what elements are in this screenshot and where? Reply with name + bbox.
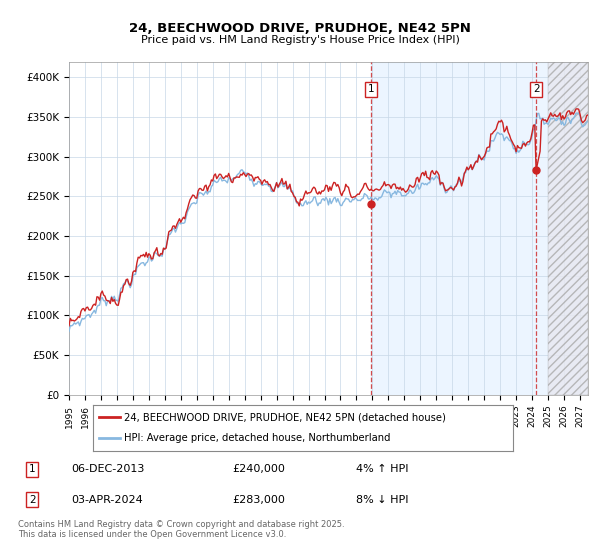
Text: 4% ↑ HPI: 4% ↑ HPI	[356, 464, 409, 474]
Text: Contains HM Land Registry data © Crown copyright and database right 2025.
This d: Contains HM Land Registry data © Crown c…	[18, 520, 344, 539]
Text: 24, BEECHWOOD DRIVE, PRUDHOE, NE42 5PN (detached house): 24, BEECHWOOD DRIVE, PRUDHOE, NE42 5PN (…	[125, 412, 446, 422]
Text: 2: 2	[533, 85, 539, 95]
Bar	[371, 62, 588, 395]
Bar	[548, 62, 588, 395]
Text: £283,000: £283,000	[232, 494, 285, 505]
Text: 1: 1	[368, 85, 374, 95]
Text: 06-DEC-2013: 06-DEC-2013	[71, 464, 145, 474]
Text: 03-APR-2024: 03-APR-2024	[71, 494, 143, 505]
Text: 1: 1	[29, 464, 35, 474]
Text: Price paid vs. HM Land Registry's House Price Index (HPI): Price paid vs. HM Land Registry's House …	[140, 35, 460, 45]
Text: HPI: Average price, detached house, Northumberland: HPI: Average price, detached house, Nort…	[125, 433, 391, 444]
Text: £240,000: £240,000	[232, 464, 285, 474]
Text: 8% ↓ HPI: 8% ↓ HPI	[356, 494, 409, 505]
Text: 24, BEECHWOOD DRIVE, PRUDHOE, NE42 5PN: 24, BEECHWOOD DRIVE, PRUDHOE, NE42 5PN	[129, 22, 471, 35]
Text: 2: 2	[29, 494, 35, 505]
